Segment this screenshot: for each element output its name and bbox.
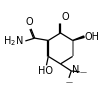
Polygon shape: [73, 36, 84, 40]
Text: —: —: [65, 79, 72, 85]
Text: N: N: [72, 65, 79, 75]
Text: O: O: [62, 12, 69, 22]
Text: —: —: [80, 69, 87, 75]
Text: H$_2$N: H$_2$N: [3, 34, 23, 48]
Text: O: O: [26, 17, 33, 27]
Text: OH: OH: [85, 32, 100, 42]
Text: HO: HO: [38, 66, 53, 76]
